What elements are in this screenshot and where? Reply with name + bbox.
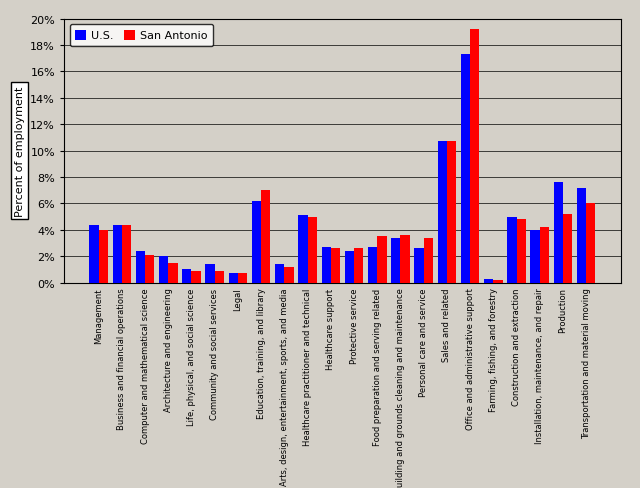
Bar [99,230,108,283]
Bar [577,188,586,283]
Bar [122,225,131,283]
Bar [275,264,284,283]
Bar [484,279,493,283]
Bar [508,217,516,283]
Bar [191,271,201,283]
Bar [516,220,526,283]
Bar [252,202,261,283]
Bar [136,251,145,283]
Bar [563,215,572,283]
Bar [345,251,354,283]
Bar [159,257,168,283]
Bar [414,249,424,283]
Bar [331,249,340,283]
Bar [438,142,447,283]
Bar [586,204,595,283]
Bar [298,216,308,283]
Bar [354,249,364,283]
Bar [554,183,563,283]
Bar [540,228,549,283]
Bar [308,217,317,283]
Bar [205,264,214,283]
Bar [113,225,122,283]
Bar [377,237,387,283]
Bar [470,30,479,283]
Y-axis label: Percent of employment: Percent of employment [15,86,25,216]
Bar [284,267,294,283]
Bar [461,55,470,283]
Bar [228,274,238,283]
Bar [493,281,502,283]
Bar [401,236,410,283]
Bar [145,255,154,283]
Bar [531,230,540,283]
Bar [214,271,224,283]
Legend: U.S., San Antonio: U.S., San Antonio [70,25,213,47]
Bar [90,225,99,283]
Bar [182,270,191,283]
Bar [238,274,247,283]
Bar [424,238,433,283]
Bar [368,247,377,283]
Bar [391,238,401,283]
Bar [447,142,456,283]
Bar [321,247,331,283]
Bar [168,264,177,283]
Bar [261,191,271,283]
